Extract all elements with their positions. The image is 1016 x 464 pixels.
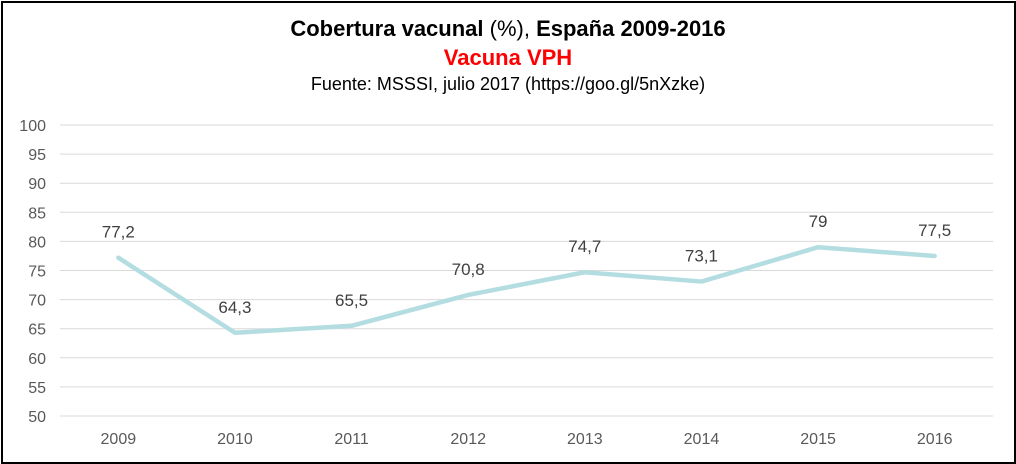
y-tick-label: 70 <box>28 293 46 310</box>
data-label: 79 <box>809 212 828 231</box>
y-tick-label: 50 <box>28 409 46 426</box>
x-tick-label: 2013 <box>567 431 603 448</box>
y-tick-label: 55 <box>28 380 46 397</box>
data-label: 64,3 <box>218 298 251 317</box>
data-label: 74,7 <box>568 237 601 256</box>
data-labels: 77,2 64,3 65,5 70,8 74,7 73,1 79 77,5 <box>102 212 951 317</box>
data-label: 65,5 <box>335 291 368 310</box>
data-label: 77,2 <box>102 223 135 242</box>
chart-subtitle: Vacuna VPH <box>443 45 573 70</box>
chart-title-part-2: (%), <box>483 16 537 41</box>
series-vph <box>116 244 937 336</box>
chart-source: Fuente: MSSSI, julio 2017 (https://goo.g… <box>310 74 706 94</box>
y-tick-label: 75 <box>28 264 46 281</box>
gridlines <box>60 124 993 417</box>
x-tick-label: 2014 <box>684 431 720 448</box>
y-tick-label: 65 <box>28 322 46 339</box>
y-tick-label: 80 <box>28 234 46 251</box>
y-tick-label: 90 <box>28 176 46 193</box>
data-label: 77,5 <box>918 221 951 240</box>
chart-title-part-3: España 2009-2016 <box>536 16 726 41</box>
x-tick-label: 2011 <box>334 431 369 448</box>
chart-title-part-1: Cobertura vacunal <box>290 16 484 41</box>
x-tick-label: 2016 <box>917 431 953 448</box>
y-axis-tick-labels: 50 55 60 65 70 75 80 85 90 95 100 <box>19 118 46 426</box>
chart-title: Cobertura vacunal (%), España 2009-2016 <box>0 14 1016 44</box>
y-tick-label: 95 <box>28 147 46 164</box>
chart-header: Cobertura vacunal (%), España 2009-2016 … <box>0 14 1016 96</box>
x-tick-label: 2010 <box>217 431 253 448</box>
x-tick-label: 2009 <box>101 431 137 448</box>
y-tick-label: 60 <box>28 351 46 368</box>
series-line <box>116 244 937 336</box>
x-tick-label: 2012 <box>450 431 486 448</box>
y-tick-label: 85 <box>28 205 46 222</box>
x-tick-label: 2015 <box>800 431 836 448</box>
x-axis-tick-labels: 2009 2010 2011 2012 2013 2014 2015 2016 <box>101 431 953 448</box>
data-label: 73,1 <box>685 247 718 266</box>
data-label: 70,8 <box>452 260 485 279</box>
y-tick-label: 100 <box>19 118 46 135</box>
